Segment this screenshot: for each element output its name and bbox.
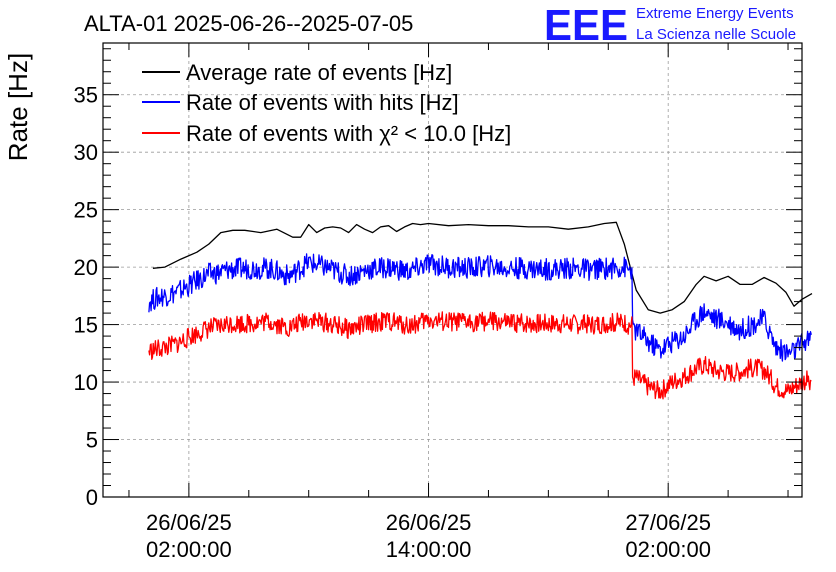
x-tick-label-time: 02:00:00 [146, 537, 232, 562]
x-tick-label-time: 02:00:00 [625, 537, 711, 562]
x-tick-label-time: 14:00:00 [386, 537, 472, 562]
axis-ticks [103, 43, 802, 498]
chart-title: ALTA-01 2025-06-26--2025-07-05 [84, 11, 413, 36]
x-tick-label-date: 26/06/25 [146, 510, 232, 535]
y-tick-labels: 0 5 10 15 20 25 30 35 [74, 83, 98, 510]
y-tick-label: 20 [74, 255, 98, 280]
x-tick-labels: 26/06/2502:00:0026/06/2514:00:0027/06/25… [146, 510, 711, 562]
series-line-0 [152, 221, 813, 314]
y-tick-label: 35 [74, 83, 98, 108]
logo-line-2: La Scienza nelle Scuole [636, 26, 796, 43]
y-tick-label: 5 [86, 428, 98, 453]
legend: Average rate of events [Hz] Rate of even… [142, 60, 511, 146]
legend-label-average: Average rate of events [Hz] [186, 60, 452, 85]
y-axis-label: Rate [Hz] [3, 53, 33, 161]
y-tick-label: 30 [74, 140, 98, 165]
y-tick-label: 10 [74, 370, 98, 395]
series-layer [148, 221, 813, 400]
legend-label-hits: Rate of events with hits [Hz] [186, 90, 459, 115]
logo-mark: EEE [544, 1, 628, 50]
legend-label-chi2: Rate of events with χ² < 10.0 [Hz] [186, 121, 511, 146]
x-tick-label-date: 27/06/25 [625, 510, 711, 535]
y-tick-label: 15 [74, 313, 98, 338]
y-tick-label: 0 [86, 485, 98, 510]
eee-logo: EEE Extreme Energy Events La Scienza nel… [544, 1, 796, 50]
plot-frame [102, 42, 803, 498]
y-tick-label: 25 [74, 198, 98, 223]
logo-line-1: Extreme Energy Events [636, 5, 794, 22]
series-line-2 [148, 311, 812, 400]
x-tick-label-date: 26/06/25 [386, 510, 472, 535]
series-line-1 [148, 253, 812, 362]
